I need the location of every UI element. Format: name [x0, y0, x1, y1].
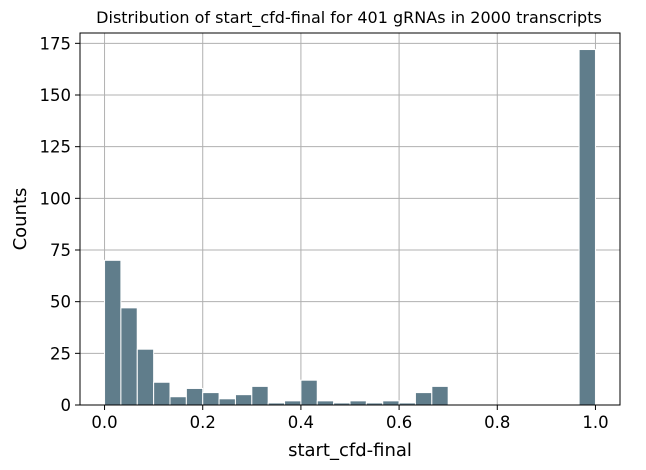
chart-title: Distribution of start_cfd-final for 401 …: [96, 8, 602, 28]
histogram-bar: [349, 400, 367, 406]
y-axis-ticks: 0 25 50 75 100 125 150 175: [40, 34, 80, 415]
histogram-bar: [414, 392, 433, 406]
y-axis-label: Counts: [10, 188, 31, 251]
histogram-bar: [431, 385, 449, 406]
y-tick-label: 175: [40, 34, 72, 53]
histogram-bar: [202, 392, 220, 406]
x-axis-label: start_cfd-final: [288, 440, 412, 461]
histogram-bar: [300, 379, 318, 406]
histogram-bar: [153, 381, 171, 406]
y-tick-label: 150: [40, 86, 72, 105]
histogram-bar: [218, 398, 236, 406]
y-tick-label: 50: [50, 293, 71, 312]
histogram-bar: [284, 400, 302, 406]
histogram-bar: [169, 396, 187, 406]
histogram-bar: [234, 394, 253, 406]
plot-background: [80, 33, 620, 405]
x-tick-label: 0.2: [190, 413, 216, 432]
y-tick-label: 75: [50, 241, 71, 260]
x-tick-label: 0.8: [484, 413, 510, 432]
x-axis-ticks: 0.0 0.2 0.4 0.6 0.8 1.0: [91, 405, 609, 432]
y-tick-label: 25: [50, 344, 71, 363]
histogram-bar: [104, 259, 122, 406]
histogram-bar: [185, 387, 204, 406]
x-tick-label: 0.6: [386, 413, 412, 432]
plot-area: [79, 32, 621, 406]
histogram-bar: [136, 348, 155, 406]
x-tick-label: 0.0: [91, 413, 117, 432]
histogram-bar: [578, 49, 596, 406]
y-tick-label: 100: [40, 189, 72, 208]
x-tick-label: 0.4: [288, 413, 314, 432]
histogram-bar: [120, 307, 138, 406]
grid-lines: [80, 33, 620, 406]
histogram-bar: [251, 385, 269, 406]
y-tick-label: 125: [40, 138, 72, 157]
axes-frame: [79, 32, 621, 406]
histogram-bar: [316, 400, 335, 406]
histogram-bar: [382, 400, 400, 406]
x-tick-label: 1.0: [582, 413, 608, 432]
y-tick-label: 0: [61, 396, 72, 415]
